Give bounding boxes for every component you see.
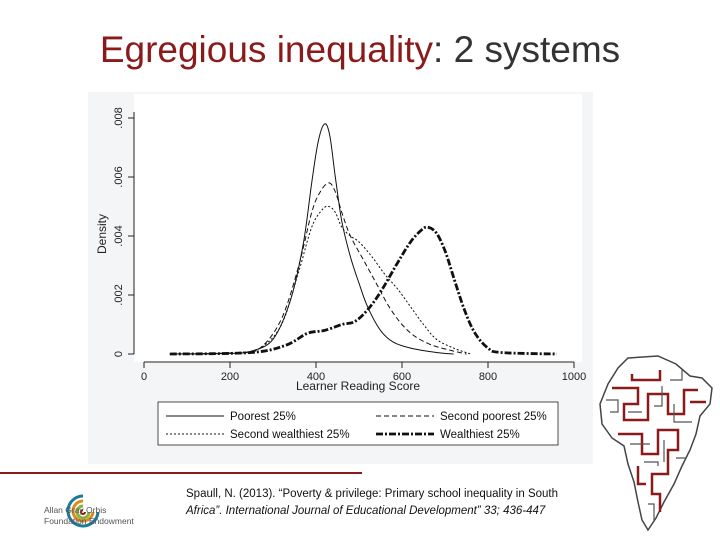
legend-label: Second poorest 25%	[440, 411, 547, 423]
series-layer	[169, 123, 557, 356]
legend-box	[157, 401, 559, 446]
slide-title-highlight: Egregious inequality	[99, 29, 434, 70]
x-tick-label: 1000	[562, 371, 586, 383]
x-tick-label: 400	[307, 371, 325, 383]
x-ticks: 0 200 400 600 800 1000	[141, 362, 586, 383]
y-tick-label: 0	[113, 351, 125, 357]
citation-line-1: Spaull, N. (2013). “Poverty & privilege:…	[186, 488, 559, 500]
x-tick-label: 0	[141, 371, 147, 383]
citation-line-2: Africa”. International Journal of Educat…	[186, 505, 546, 517]
logo-line-1: Allan Gray Orbis	[44, 505, 107, 515]
plot-area	[134, 94, 582, 362]
y-tick-label: .004	[113, 225, 125, 246]
legend: Poorest 25% Second poorest 25% Second weal…	[166, 411, 547, 441]
africa-maze-map-icon	[599, 355, 713, 532]
logo-text: Allan Gray Orbis Foundation Endowment	[44, 505, 134, 527]
slide-title-rest: : 2 systems	[433, 29, 621, 70]
legend-label: Wealthiest 25%	[440, 429, 520, 441]
y-tick-label: .006	[113, 166, 125, 187]
x-tick-label: 600	[393, 371, 411, 383]
series-line-3	[186, 205, 471, 355]
y-tick-label: .002	[113, 284, 125, 305]
series-line-4	[169, 225, 557, 356]
y-tick-label: .008	[113, 107, 125, 128]
series-line-2	[186, 182, 467, 355]
x-axis-label: Learner Reading Score	[296, 379, 420, 393]
y-ticks: 0 .002 .004 .006 .008	[113, 107, 134, 357]
slide-title: Egregious inequality: 2 systems	[0, 28, 720, 72]
logo-line-2: Foundation Endowment	[44, 516, 134, 526]
density-chart: 0 .002 .004 .006 .008 0 200 400 600 800 1000 Dens…	[88, 92, 593, 464]
x-tick-label: 200	[221, 371, 239, 383]
citation: Spaull, N. (2013). “Poverty & privilege:…	[186, 486, 626, 520]
legend-label: Second wealthiest 25%	[230, 429, 350, 441]
y-axis-label: Density	[95, 214, 109, 254]
series-line-1	[169, 123, 454, 355]
legend-label: Poorest 25%	[230, 411, 296, 423]
x-tick-label: 800	[479, 371, 497, 383]
allan-gray-swirl-logo-icon	[66, 494, 100, 528]
footer-divider	[0, 472, 362, 474]
